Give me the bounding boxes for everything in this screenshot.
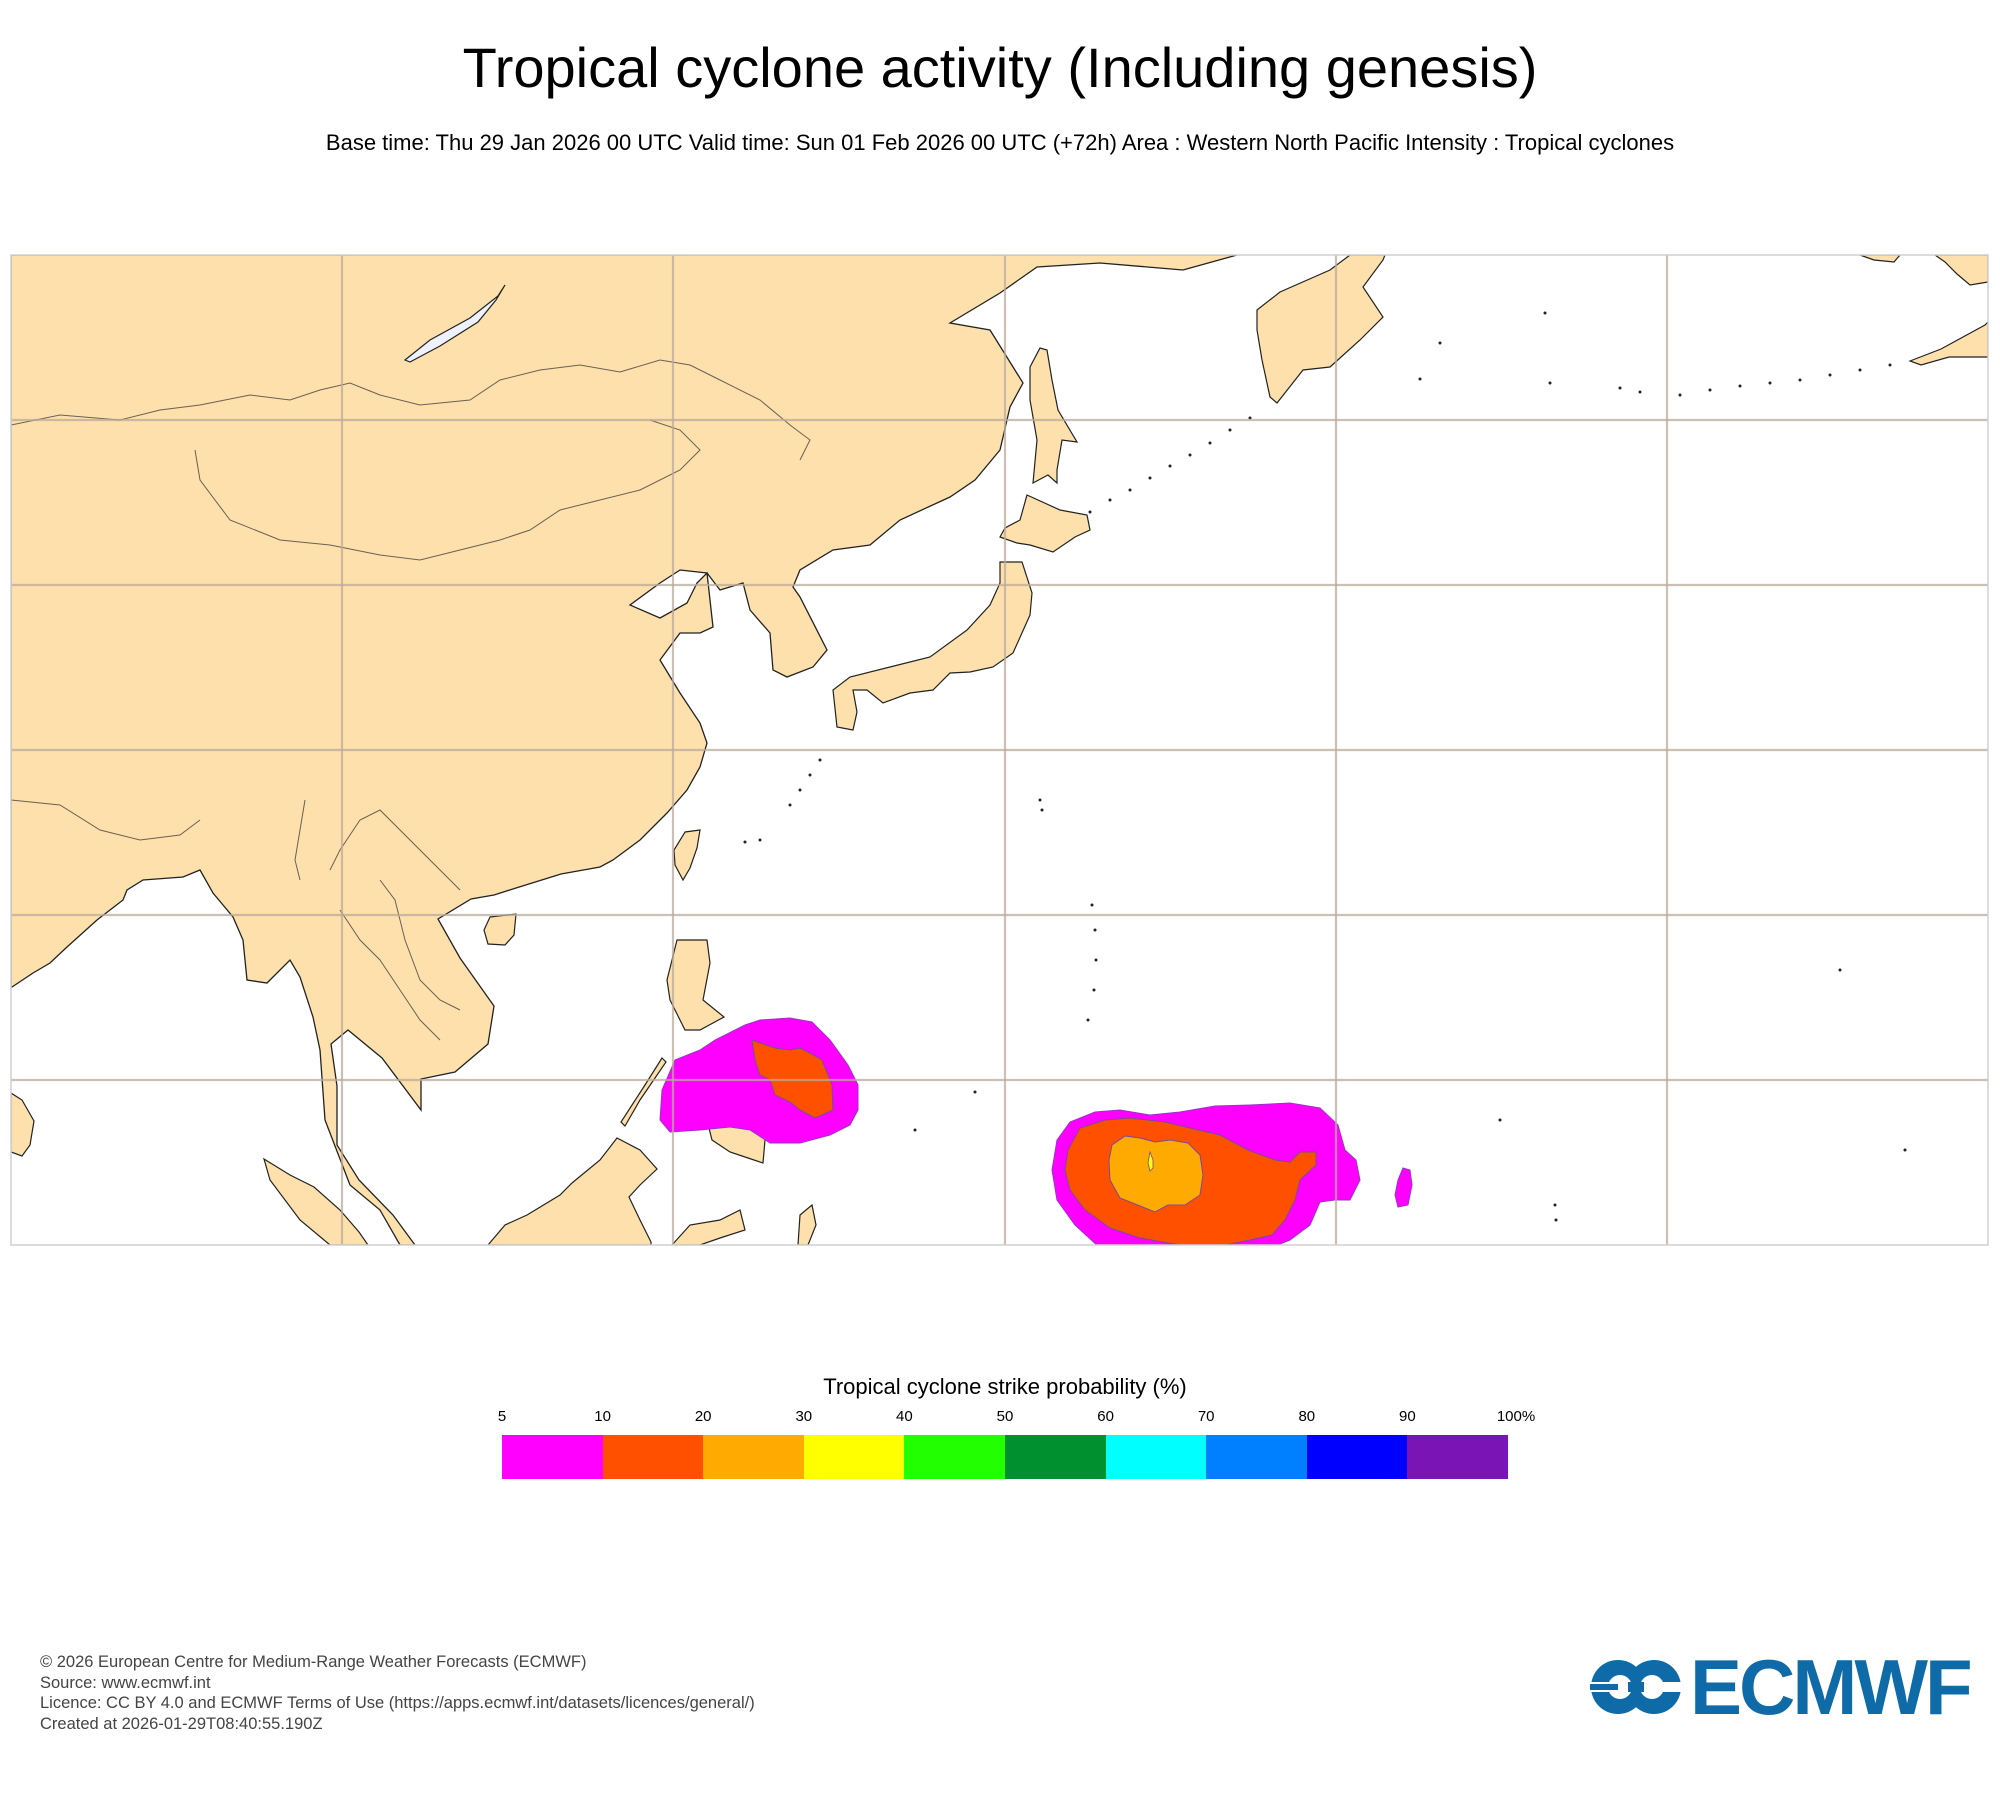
colorbar	[502, 1435, 1508, 1479]
land-halmahera	[797, 1203, 817, 1245]
land-chukotka	[1859, 255, 1901, 263]
swatch-20-30	[703, 1435, 804, 1479]
legend-labels: 5 10 20 30 40 50 60 70 80 90 100%	[0, 1408, 2000, 1428]
prob-5-10-small	[1394, 1167, 1413, 1208]
legend-label: 30	[795, 1408, 813, 1425]
swatch-30-40	[803, 1435, 905, 1479]
chart-title: Tropical cyclone activity (Including gen…	[462, 36, 1538, 99]
legend-label: 50	[996, 1408, 1014, 1425]
source-text: Source: www.ecmwf.int	[40, 1673, 211, 1692]
swatch-5-10	[502, 1435, 603, 1479]
land-sakhalin	[1029, 347, 1079, 485]
legend-label: 20	[694, 1408, 712, 1425]
land-alaska-peninsula	[1908, 321, 1988, 366]
ecmwf-logo-text: ECMWF	[1690, 1643, 1973, 1731]
swatch-70-80	[1206, 1435, 1307, 1479]
land-borneo	[487, 1137, 658, 1245]
legend-label: 100%	[1496, 1408, 1536, 1425]
prob-30-40-pacific	[1147, 1150, 1154, 1172]
chart-subtitle: Base time: Thu 29 Jan 2026 00 UTC Valid …	[325, 130, 1675, 155]
legend-label: 60	[1097, 1408, 1114, 1425]
swatch-90-100	[1407, 1435, 1508, 1479]
land-palawan	[620, 1057, 667, 1127]
legend-label: 90	[1399, 1408, 1416, 1425]
licence-text: Licence: CC BY 4.0 and ECMWF Terms of Us…	[40, 1694, 755, 1712]
prob-20-30-pacific	[1108, 1135, 1204, 1213]
swatch-80-90	[1306, 1435, 1408, 1479]
swatch-40-50	[904, 1435, 1005, 1479]
legend-title: Tropical cyclone strike probability (%)	[823, 1374, 1187, 1399]
land-luzon	[666, 939, 726, 1031]
graticule	[11, 255, 1988, 1245]
legend-label: 10	[594, 1408, 611, 1425]
swatch-50-60	[1004, 1435, 1106, 1479]
footer-credits: © 2026 European Centre for Medium-Range …	[40, 1652, 755, 1734]
swatch-60-70	[1105, 1435, 1207, 1479]
land-taiwan	[673, 829, 701, 882]
land-hokkaido	[999, 494, 1091, 553]
land-japan	[832, 561, 1033, 731]
legend-label: 40	[896, 1408, 913, 1425]
created-text: Created at 2026-01-29T08:40:55.190Z	[40, 1714, 323, 1733]
swatch-10-20	[602, 1435, 704, 1479]
islands	[743, 311, 1907, 1222]
legend-label: 80	[1298, 1408, 1316, 1425]
land-sulawesi	[671, 1209, 746, 1245]
ecmwf-logo-icon	[1590, 1660, 1682, 1714]
land-kamchatka	[1256, 255, 1386, 404]
map-frame	[10, 254, 1989, 1246]
borders	[11, 359, 811, 1041]
legend-label: 5	[497, 1408, 507, 1425]
legend-label: 70	[1197, 1408, 1215, 1425]
land-sri-lanka	[11, 1092, 35, 1157]
ecmwf-logo: ECMWF	[1590, 1643, 1980, 1731]
copyright-text: © 2026 European Centre for Medium-Range …	[40, 1653, 587, 1671]
lake-baikal	[403, 284, 506, 363]
land-alaska	[1933, 255, 1988, 286]
